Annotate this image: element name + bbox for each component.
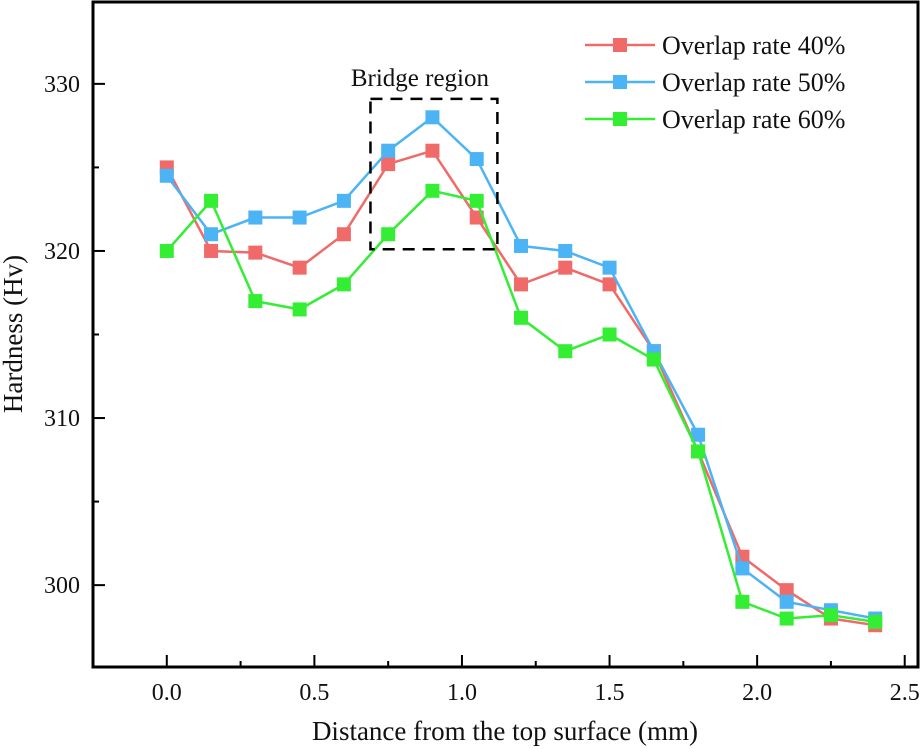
data-point xyxy=(425,183,440,198)
data-point xyxy=(204,227,219,242)
data-point xyxy=(779,583,794,598)
data-point xyxy=(779,594,794,609)
data-point xyxy=(292,260,307,275)
x-tick-label: 0.5 xyxy=(299,680,329,706)
x-tick-label: 0.0 xyxy=(152,680,182,706)
data-point xyxy=(469,152,484,167)
y-tick-label: 330 xyxy=(44,72,80,98)
data-point xyxy=(248,294,263,309)
data-point xyxy=(823,608,838,623)
data-point xyxy=(602,327,617,342)
series-line xyxy=(165,189,876,624)
data-point xyxy=(779,611,794,626)
data-point xyxy=(558,344,573,359)
data-point xyxy=(602,260,617,275)
data-point xyxy=(646,352,661,367)
data-point xyxy=(292,210,307,225)
data-point xyxy=(159,243,174,258)
data-point xyxy=(469,193,484,208)
annotation-layer: Bridge region xyxy=(351,65,499,251)
data-point xyxy=(513,310,528,325)
legend-marker xyxy=(613,38,627,52)
data-point xyxy=(425,143,440,158)
data-point xyxy=(735,561,750,576)
data-point xyxy=(735,594,750,609)
data-point xyxy=(336,277,351,292)
plot-frame xyxy=(91,0,920,669)
data-point xyxy=(248,210,263,225)
series-2 xyxy=(159,110,883,626)
x-axis-title: Distance from the top surface (mm) xyxy=(312,716,698,746)
legend-label: Overlap rate 40% xyxy=(662,31,845,60)
series-1 xyxy=(159,143,883,633)
legend-marker xyxy=(613,75,627,89)
data-point xyxy=(292,302,307,317)
data-point xyxy=(602,277,617,292)
bridge-region-label: Bridge region xyxy=(351,65,490,92)
y-tick-label: 300 xyxy=(44,573,80,599)
y-axis-title: Hardness (Hv) xyxy=(0,255,28,413)
data-point xyxy=(381,227,396,242)
data-point xyxy=(513,238,528,253)
legend-item: Overlap rate 40% xyxy=(585,31,845,60)
data-point xyxy=(691,444,706,459)
data-point xyxy=(336,227,351,242)
x-tick-label: 2.0 xyxy=(742,680,772,706)
series-layer xyxy=(159,110,883,633)
data-point xyxy=(558,243,573,258)
x-tick-label: 1.0 xyxy=(447,680,477,706)
legend-item: Overlap rate 60% xyxy=(585,105,845,134)
data-point xyxy=(558,260,573,275)
series-3 xyxy=(159,183,883,629)
data-point xyxy=(336,193,351,208)
data-point xyxy=(204,243,219,258)
legend-marker xyxy=(613,112,627,126)
data-point xyxy=(248,245,263,260)
axis-layer: 0.0 0.5 1.0 1.5 2.0 2.5 300 310 320 330 xyxy=(44,72,920,706)
series-line xyxy=(165,115,876,620)
legend-item: Overlap rate 50% xyxy=(585,68,845,97)
data-point xyxy=(159,168,174,183)
data-point xyxy=(425,110,440,125)
legend-label: Overlap rate 60% xyxy=(662,105,845,134)
data-point xyxy=(204,193,219,208)
legend-label: Overlap rate 50% xyxy=(662,68,845,97)
x-tick-label: 2.5 xyxy=(890,680,920,706)
y-tick-label: 320 xyxy=(44,239,80,265)
data-point xyxy=(469,210,484,225)
data-point xyxy=(691,427,706,442)
data-point xyxy=(868,614,883,629)
legend: Overlap rate 40% Overlap rate 50% Overlap … xyxy=(585,31,845,134)
x-tick-label: 1.5 xyxy=(595,680,625,706)
y-tick-label: 310 xyxy=(44,406,80,432)
data-point xyxy=(381,143,396,158)
series-line xyxy=(165,149,876,627)
data-point xyxy=(513,277,528,292)
data-point xyxy=(381,157,396,172)
bridge-region-box xyxy=(369,97,499,251)
